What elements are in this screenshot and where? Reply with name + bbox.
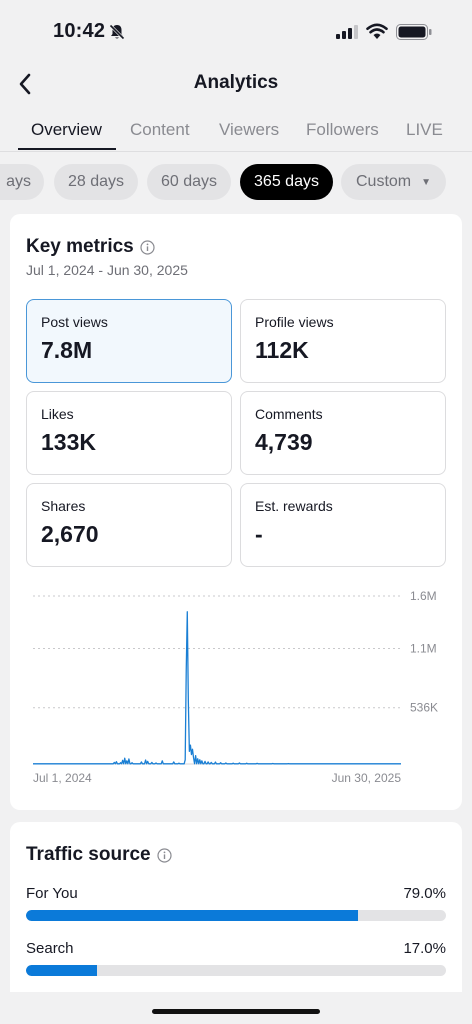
post-views-chart: 536K 1.1M 1.6M Jul 1, 2024 Jun 30, 2025 xyxy=(33,589,438,785)
metric-label: Shares xyxy=(41,498,86,514)
metric-post-views[interactable]: Post views 7.8M xyxy=(26,299,232,383)
metric-value: - xyxy=(255,521,263,547)
chip-custom[interactable]: Custom ▼ xyxy=(341,164,446,200)
traffic-label-search: Search xyxy=(26,940,74,957)
tab-viewers[interactable]: Viewers xyxy=(219,120,280,139)
traffic-bar-fill xyxy=(26,965,98,976)
metric-value: 133K xyxy=(41,429,96,455)
traffic-value-search: 17.0% xyxy=(403,940,446,957)
wifi-icon xyxy=(366,23,388,39)
metric-likes[interactable]: Likes 133K xyxy=(26,391,232,475)
chip-60-days[interactable]: 60 days xyxy=(147,164,231,200)
tab-followers[interactable]: Followers xyxy=(306,120,379,139)
active-tab-indicator xyxy=(18,148,116,150)
metric-value: 2,670 xyxy=(41,521,99,547)
traffic-source-header: Traffic source xyxy=(26,844,172,866)
metric-comments[interactable]: Comments 4,739 xyxy=(240,391,446,475)
y-tick-label: 536K xyxy=(410,701,438,715)
key-metrics-header: Key metrics xyxy=(26,236,155,258)
metric-profile-views[interactable]: Profile views 112K xyxy=(240,299,446,383)
bell-slash-icon xyxy=(109,24,125,40)
y-tick-label: 1.6M xyxy=(410,589,437,603)
metric-label: Post views xyxy=(41,314,108,330)
traffic-source-title: Traffic source xyxy=(26,844,151,865)
metric-label: Likes xyxy=(41,406,74,422)
metric-value: 7.8M xyxy=(41,337,93,363)
chip-custom-label: Custom xyxy=(355,173,412,190)
traffic-source-card: Traffic source For You 79.0% Search 17.0… xyxy=(10,822,462,992)
y-tick-label: 1.1M xyxy=(410,642,437,656)
traffic-value-for-you: 79.0% xyxy=(403,885,446,902)
tab-live[interactable]: LIVE xyxy=(406,120,443,139)
metric-shares[interactable]: Shares 2,670 xyxy=(26,483,232,567)
battery-icon xyxy=(396,24,432,40)
x-tick-label: Jun 30, 2025 xyxy=(332,771,402,785)
traffic-label-for-you: For You xyxy=(26,885,78,902)
cellular-signal-icon xyxy=(336,25,358,39)
metric-value: 4,739 xyxy=(255,429,313,455)
chip-365-days[interactable]: 365 days xyxy=(240,164,333,200)
tab-content[interactable]: Content xyxy=(130,120,190,139)
tab-bar: Overview Content Viewers Followers LIVE xyxy=(0,110,472,152)
info-icon[interactable] xyxy=(140,239,155,255)
tab-overview[interactable]: Overview xyxy=(31,120,102,139)
metric-label: Est. rewards xyxy=(255,498,333,514)
metric-label: Comments xyxy=(255,406,323,422)
back-button[interactable] xyxy=(12,70,38,98)
caret-down-icon: ▼ xyxy=(421,176,432,188)
traffic-bar-fill xyxy=(26,910,358,921)
metric-est-rewards[interactable]: Est. rewards - xyxy=(240,483,446,567)
info-icon[interactable] xyxy=(157,847,172,863)
metric-label: Profile views xyxy=(255,314,334,330)
traffic-bar-search xyxy=(26,965,446,976)
chip-7-days[interactable]: ays xyxy=(0,164,44,200)
page-title: Analytics xyxy=(193,72,279,93)
key-metrics-title: Key metrics xyxy=(26,236,134,257)
status-bar: 10:42 xyxy=(0,0,472,60)
status-time: 10:42 xyxy=(53,20,106,42)
key-metrics-card: Key metrics Jul 1, 2024 - Jun 30, 2025 P… xyxy=(10,214,462,810)
chip-28-days[interactable]: 28 days xyxy=(54,164,138,200)
chevron-left-icon xyxy=(19,73,31,95)
date-range: Jul 1, 2024 - Jun 30, 2025 xyxy=(26,262,188,278)
traffic-bar-for-you xyxy=(26,910,446,921)
home-indicator xyxy=(152,1009,320,1014)
x-tick-label: Jul 1, 2024 xyxy=(33,771,92,785)
date-filter-chips: ays 28 days 60 days 365 days Custom ▼ xyxy=(0,164,472,202)
series-line-post-views xyxy=(33,611,401,765)
metric-value: 112K xyxy=(255,337,309,363)
nav-bar: Analytics xyxy=(0,60,472,110)
